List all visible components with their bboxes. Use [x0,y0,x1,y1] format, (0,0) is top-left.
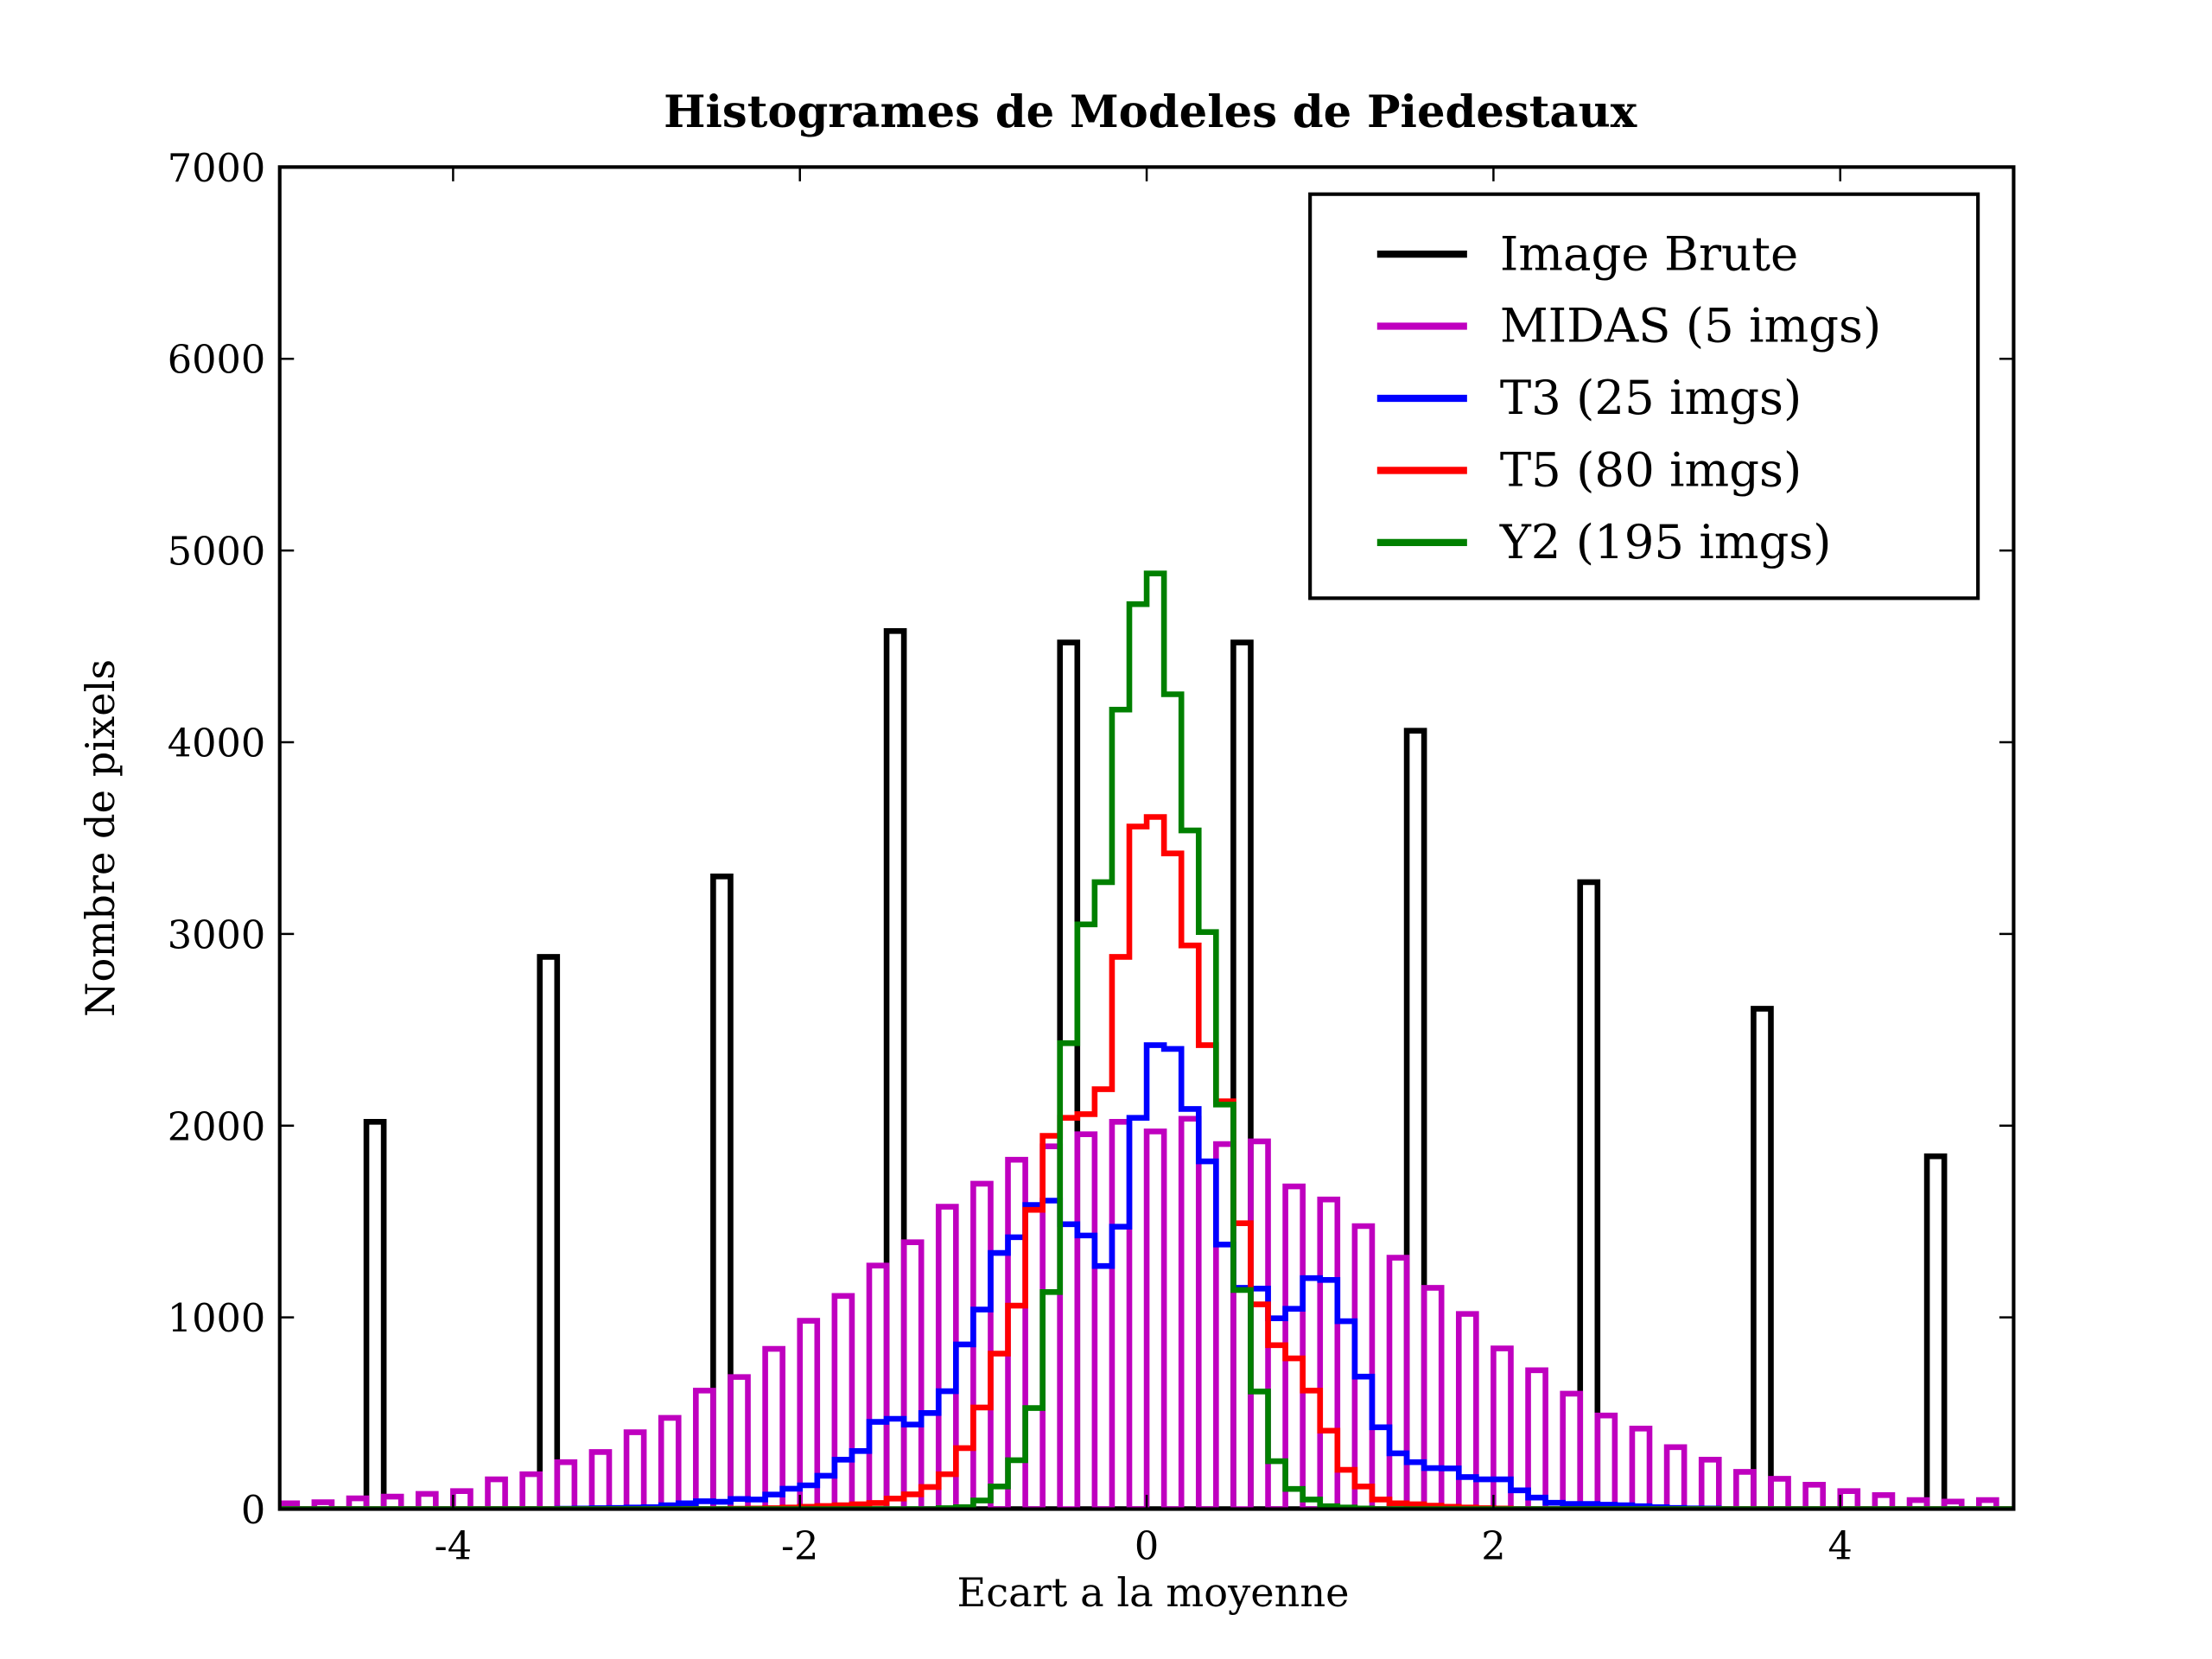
series-t5-80-imgs [279,814,2014,1510]
legend-label: T5 (80 imgs) [1500,442,1802,498]
x-tick-label: 0 [1135,1523,1159,1568]
x-tick-label: 2 [1481,1523,1505,1568]
plot-frame [277,165,2016,1511]
y-tick-label: 2000 [168,1104,265,1149]
x-tick-label: -2 [781,1523,818,1568]
legend-label: Image Brute [1500,226,1798,281]
x-tick-label: -4 [435,1523,472,1568]
legend-label: T3 (25 imgs) [1500,370,1802,425]
legend-label: MIDAS (5 imgs) [1500,298,1881,353]
y-tick-label: 5000 [168,530,265,575]
y-tick-label: 0 [241,1488,265,1533]
y-tick-label: 7000 [168,146,265,191]
x-axis-label: Ecart a la moyenne [957,1569,1349,1616]
y-tick-label: 6000 [168,338,265,383]
y-tick-label: 4000 [168,721,265,766]
legend-label: Y2 (195 imgs) [1499,514,1832,569]
series-layer [279,570,2014,1510]
y-axis-label: Nombre de pixels [77,659,124,1017]
chart-title: Histogrames de Modeles de Piedestaux [664,86,1637,138]
y-tick-label: 3000 [168,912,265,957]
series-midas-5-imgs [279,1116,2014,1510]
ticks-layer: -4 -2 0 2 4 0 1000 2000 3000 4000 5000 6000 7000 [168,146,2014,1568]
series-y2-195-imgs [279,570,2014,1510]
legend: Image Brute MIDAS (5 imgs) T3 (25 imgs) T5 … [1308,192,1980,601]
y-tick-label: 1000 [168,1296,265,1341]
x-tick-label: 4 [1828,1523,1853,1568]
